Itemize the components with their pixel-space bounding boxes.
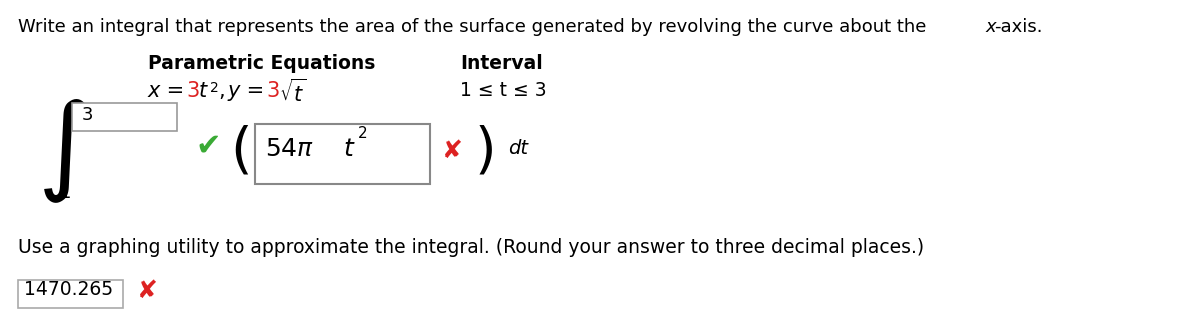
- Text: ): ): [475, 124, 497, 178]
- FancyBboxPatch shape: [18, 280, 124, 308]
- Text: Parametric Equations: Parametric Equations: [148, 54, 376, 73]
- Text: 3: 3: [82, 106, 94, 124]
- Text: ✘: ✘: [137, 279, 158, 303]
- FancyBboxPatch shape: [72, 103, 178, 131]
- Text: 2: 2: [210, 81, 218, 95]
- Text: x: x: [985, 18, 996, 36]
- Text: 1470.265: 1470.265: [24, 280, 113, 299]
- Text: 1: 1: [60, 184, 71, 202]
- Text: Use a graphing utility to approximate the integral. (Round your answer to three : Use a graphing utility to approximate th…: [18, 238, 924, 257]
- Text: 3: 3: [186, 81, 199, 101]
- FancyBboxPatch shape: [256, 124, 430, 184]
- Text: ✔: ✔: [194, 131, 221, 161]
- Text: ,: ,: [218, 81, 224, 101]
- Text: ✘: ✘: [442, 139, 463, 163]
- Text: $\sqrt{t}$: $\sqrt{t}$: [278, 79, 306, 107]
- Text: (: (: [230, 124, 252, 178]
- Text: 3: 3: [266, 81, 280, 101]
- Text: x: x: [148, 81, 161, 101]
- Text: 2: 2: [358, 126, 367, 140]
- Text: t: t: [343, 137, 353, 161]
- Text: =: =: [240, 81, 271, 101]
- Text: -axis.: -axis.: [994, 18, 1043, 36]
- Text: Write an integral that represents the area of the surface generated by revolving: Write an integral that represents the ar…: [18, 18, 932, 36]
- Text: y: y: [228, 81, 240, 101]
- Text: 54$\pi$: 54$\pi$: [265, 137, 314, 161]
- Text: dt: dt: [508, 139, 528, 159]
- Text: $\int$: $\int$: [37, 97, 89, 205]
- Text: t: t: [199, 81, 208, 101]
- Text: 1 ≤ t ≤ 3: 1 ≤ t ≤ 3: [460, 81, 547, 100]
- Text: =: =: [160, 81, 191, 101]
- Text: Interval: Interval: [460, 54, 542, 73]
